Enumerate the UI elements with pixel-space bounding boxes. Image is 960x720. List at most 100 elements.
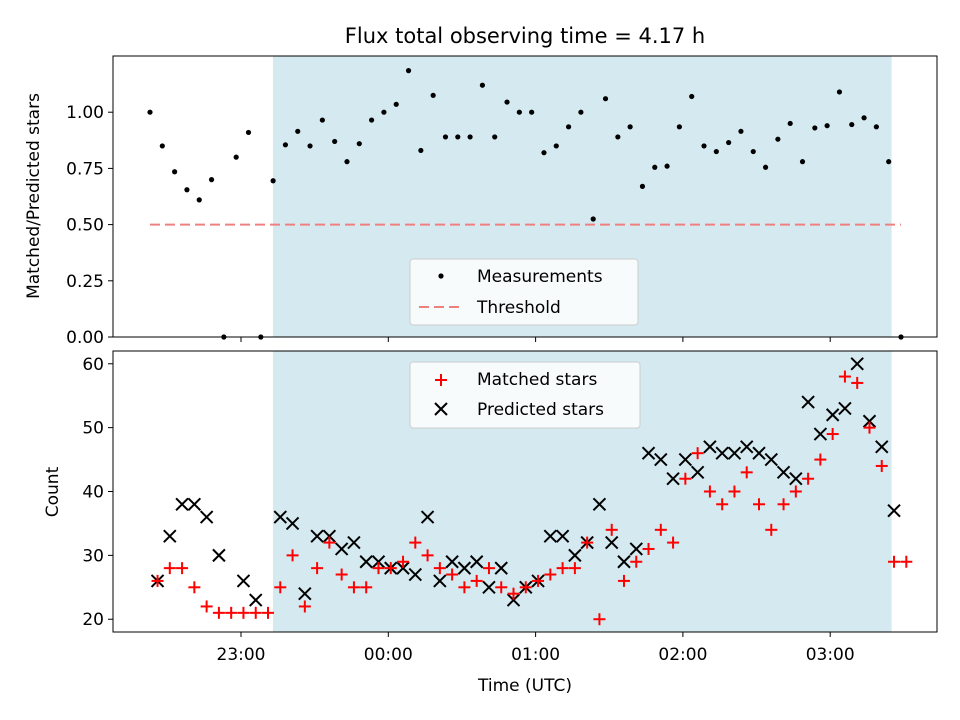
matched-star-marker <box>556 562 569 575</box>
count-y-ticks: 20 30 40 50 60 <box>82 355 113 630</box>
measurement-point <box>689 93 695 100</box>
predicted-star-marker <box>249 593 263 607</box>
legend-measurements-label: Measurements <box>477 267 603 287</box>
measurement-point <box>529 109 535 115</box>
matched-star-marker <box>814 453 827 466</box>
predicted-star-marker <box>752 446 766 460</box>
predicted-star-marker <box>740 440 754 454</box>
matched-star-marker <box>826 428 839 441</box>
predicted-star-marker <box>641 446 656 460</box>
measurement-point <box>504 99 510 105</box>
matched-star-marker <box>311 562 324 575</box>
matched-star-marker <box>679 472 692 485</box>
matched-star-marker <box>409 536 422 549</box>
y-tick-label: 0.00 <box>66 328 104 348</box>
predicted-star-marker <box>359 555 373 569</box>
count-x-ticks: 23:00 00:00 01:00 02:00 03:00 <box>217 632 855 665</box>
matched-star-marker <box>200 600 213 613</box>
measurement-points <box>147 68 904 340</box>
predicted-star-marker <box>457 561 472 575</box>
legend-threshold-label: Threshold <box>476 298 561 318</box>
predicted-star-marker <box>396 561 410 575</box>
matched-star-marker <box>851 376 864 389</box>
matched-star-marker <box>151 574 164 587</box>
matched-star-marker <box>335 568 348 581</box>
predicted-star-marker <box>887 503 901 518</box>
matched-star-marker <box>176 562 189 575</box>
matched-star-marker <box>728 485 741 498</box>
matched-star-marker <box>188 581 201 594</box>
measurement-point <box>455 134 461 140</box>
predicted-star-marker <box>838 401 852 416</box>
legend-measurements-marker <box>438 273 444 279</box>
y-tick-label: 1.00 <box>66 103 104 123</box>
predicted-star-marker <box>629 542 643 556</box>
predicted-star-marker <box>273 510 287 524</box>
measurement-point <box>147 109 153 115</box>
measurement-point <box>787 120 793 127</box>
matched-star-marker <box>482 562 495 575</box>
matched-star-marker <box>900 555 913 568</box>
measurement-point <box>270 178 276 184</box>
measurement-point <box>344 159 350 165</box>
y-tick-label: 40 <box>82 483 104 503</box>
predicted-star-marker <box>813 427 828 441</box>
matched-star-marker <box>507 587 520 600</box>
predicted-star-marker <box>789 472 803 486</box>
legend-matched-label: Matched stars <box>477 370 597 390</box>
matched-star-marker <box>593 613 606 626</box>
matched-star-marker <box>237 606 250 619</box>
matched-star-marker <box>642 542 655 555</box>
measurement-point <box>713 148 719 155</box>
predicted-star-marker <box>690 465 705 480</box>
measurement-point <box>886 159 892 165</box>
x-tick-label: 23:00 <box>217 645 266 665</box>
measurement-point <box>750 148 756 155</box>
predicted-star-marker <box>850 357 864 371</box>
matched-star-marker <box>838 370 851 383</box>
predicted-star-marker <box>163 529 177 543</box>
measurement-point <box>492 134 498 140</box>
measurement-point <box>467 134 473 140</box>
matched-star-marker <box>716 498 729 511</box>
matched-star-marker <box>519 581 532 594</box>
matched-star-marker <box>568 562 581 575</box>
time-axis-label: Time (UTC) <box>477 676 572 696</box>
y-tick-label: 0.50 <box>66 216 104 236</box>
matched-star-marker <box>262 606 275 619</box>
measurement-point <box>701 143 707 149</box>
measurement-point <box>295 128 301 134</box>
matched-star-marker <box>875 459 888 472</box>
matched-star-marker <box>495 581 508 594</box>
measurement-point <box>196 197 202 203</box>
ratio-panel: 0.00 0.25 0.50 0.75 1.00 Flux total observin… <box>24 24 938 348</box>
predicted-star-marker <box>764 452 778 467</box>
predicted-star-marker <box>543 529 558 543</box>
predicted-star-marker <box>494 561 508 575</box>
measurement-point <box>639 183 646 189</box>
predicted-star-marker <box>371 555 386 569</box>
matched-star-marker <box>789 485 802 498</box>
legend-matched-marker <box>435 374 447 386</box>
matched-star-marker <box>532 574 545 587</box>
measurement-point <box>836 89 843 95</box>
measurement-point <box>332 138 338 145</box>
matched-star-marker <box>360 581 373 594</box>
measurement-point <box>861 115 867 121</box>
count-y-axis-label: Count <box>43 466 63 517</box>
matched-star-marker <box>458 581 471 594</box>
matched-star-marker <box>863 421 876 434</box>
predicted-star-marker <box>322 529 337 543</box>
predicted-star-marker <box>875 440 889 454</box>
measurement-point <box>849 121 855 128</box>
measurement-point <box>233 154 239 160</box>
measurement-point <box>627 124 633 130</box>
matched-star-marker <box>286 549 299 562</box>
measurement-point <box>873 124 879 130</box>
matched-star-marker <box>753 498 766 511</box>
predicted-star-marker <box>445 555 459 569</box>
measurement-point <box>479 82 486 88</box>
measurement-point <box>676 124 682 130</box>
measurement-point <box>799 159 806 165</box>
